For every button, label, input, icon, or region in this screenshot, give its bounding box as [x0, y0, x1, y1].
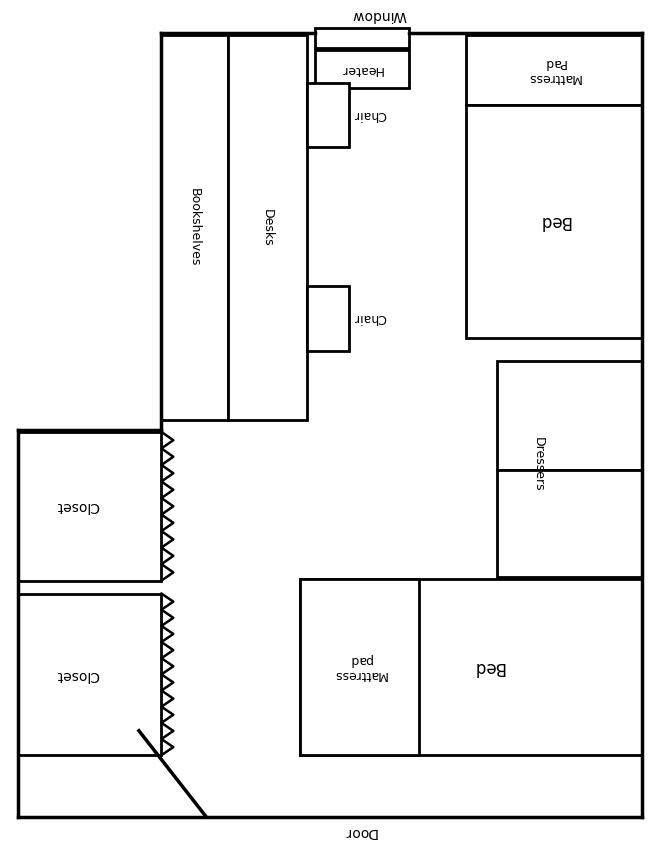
- Text: Closet: Closet: [55, 668, 99, 682]
- Text: Chair: Chair: [353, 108, 386, 121]
- Bar: [307, 286, 349, 351]
- Bar: [496, 361, 642, 469]
- Bar: [466, 105, 642, 338]
- Text: Desks: Desks: [261, 209, 274, 246]
- Text: Mattress
pad: Mattress pad: [333, 653, 387, 681]
- Bar: [307, 83, 349, 147]
- Bar: [162, 36, 228, 420]
- Text: Chair: Chair: [353, 312, 386, 324]
- Bar: [18, 594, 162, 756]
- Bar: [18, 432, 162, 581]
- Text: Door: Door: [343, 824, 376, 839]
- Text: Bed: Bed: [538, 212, 570, 230]
- Text: Window: Window: [352, 8, 407, 23]
- Text: Bed: Bed: [473, 658, 505, 676]
- Bar: [466, 36, 642, 105]
- Text: Bookshelves: Bookshelves: [187, 189, 201, 267]
- Text: Mattress
Pad: Mattress Pad: [527, 56, 581, 84]
- Bar: [300, 579, 642, 756]
- Bar: [315, 28, 409, 48]
- Text: Dressers: Dressers: [532, 437, 544, 492]
- Bar: [300, 579, 419, 756]
- Text: Heater: Heater: [341, 63, 383, 75]
- Bar: [496, 469, 642, 577]
- Bar: [315, 50, 409, 88]
- Bar: [228, 36, 307, 420]
- Text: Closet: Closet: [55, 499, 99, 513]
